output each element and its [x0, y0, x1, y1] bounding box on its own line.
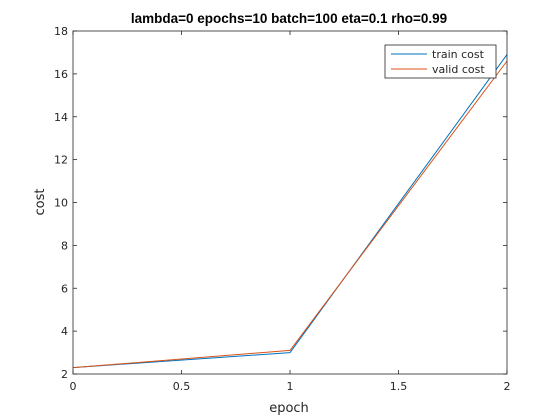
series-line-train-cost [72, 54, 508, 369]
axes-box [72, 30, 508, 375]
x-tick-label: 1 [287, 380, 294, 393]
x-tick-label: 1.5 [390, 380, 408, 393]
y-tick-label: 14 [54, 111, 68, 124]
y-tick-label: 6 [61, 282, 68, 295]
plot-area [73, 31, 507, 374]
legend-box [384, 44, 497, 79]
legend-label: valid cost [432, 63, 485, 76]
axis-ticks: 0 0.5 1 1.5 2 2 4 6 8 10 12 14 16 18 [54, 25, 511, 393]
y-tick-label: 2 [61, 368, 68, 381]
x-tick-label: 2 [504, 380, 511, 393]
legend: train cost valid cost [384, 44, 497, 79]
y-tick-label: 8 [61, 239, 68, 252]
x-axis-label: epoch [269, 401, 309, 416]
y-tick-label: 4 [61, 325, 68, 338]
series-lines [72, 54, 508, 369]
y-tick-label: 10 [54, 197, 68, 210]
legend-label: train cost [432, 48, 485, 61]
y-tick-label: 12 [54, 154, 68, 167]
y-axis-label: cost [33, 189, 48, 216]
y-tick-label: 18 [54, 25, 68, 38]
x-tick-label: 0.5 [173, 380, 191, 393]
series-line-valid-cost [72, 60, 508, 369]
x-tick-label: 0 [70, 380, 77, 393]
y-tick-label: 16 [54, 68, 68, 81]
chart-title: lambda=0 epochs=10 batch=100 eta=0.1 rho… [131, 11, 447, 26]
